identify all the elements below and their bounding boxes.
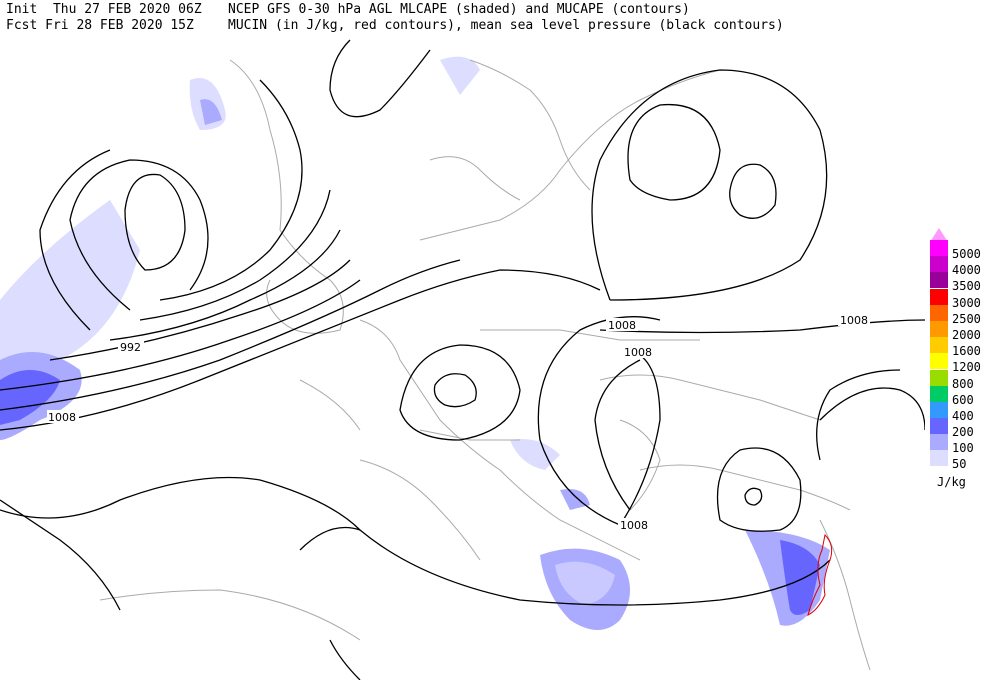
legend-item: 3000 bbox=[930, 288, 1000, 309]
legend-label: 1600 bbox=[952, 344, 981, 359]
legend-label: 4000 bbox=[952, 263, 981, 278]
legend-label: 2000 bbox=[952, 327, 981, 342]
legend-swatch bbox=[930, 401, 948, 418]
legend-swatch bbox=[930, 320, 948, 337]
isobar-label-1008: 1008 bbox=[624, 346, 652, 359]
legend-item: 2500 bbox=[930, 304, 1000, 325]
legend-item: 3500 bbox=[930, 272, 1000, 292]
legend-swatch bbox=[930, 353, 948, 370]
legend-label: 200 bbox=[952, 425, 974, 440]
legend-swatch bbox=[930, 450, 948, 467]
mucin-contours bbox=[807, 533, 833, 616]
legend-label: 400 bbox=[952, 408, 974, 423]
legend-swatch bbox=[930, 369, 948, 386]
isobar-label-1008: 1008 bbox=[48, 411, 76, 424]
legend-overflow-arrow bbox=[930, 228, 948, 242]
legend-item: 1600 bbox=[930, 337, 1000, 357]
legend-label: 1200 bbox=[952, 360, 981, 375]
legend-swatch bbox=[930, 288, 948, 305]
legend-label: 2500 bbox=[952, 311, 981, 326]
isobar-labels: 992 1008 1008 1008 1008 1008 bbox=[47, 313, 870, 532]
isobar-label-1008: 1008 bbox=[608, 319, 636, 332]
legend-item: 50 bbox=[930, 450, 1000, 470]
cape-shading bbox=[0, 56, 830, 630]
legend-label: 800 bbox=[952, 376, 974, 391]
legend-label: 100 bbox=[952, 441, 974, 456]
chart-title-line2: MUCIN (in J/kg, red contours), mean sea … bbox=[228, 18, 784, 33]
coastlines bbox=[99, 59, 871, 671]
legend-swatch bbox=[930, 418, 948, 435]
legend-swatch bbox=[930, 304, 948, 321]
cape-legend: 5000 4000 3500 3000 2500 2000 1600 1200 800 600 40… bbox=[930, 240, 1000, 470]
isobar-label-1008: 1008 bbox=[620, 519, 648, 532]
legend-label: 5000 bbox=[952, 247, 981, 261]
legend-label: 3000 bbox=[952, 295, 981, 310]
init-time: Init Thu 27 FEB 2020 06Z bbox=[6, 2, 202, 17]
legend-item: 2000 bbox=[930, 320, 1000, 341]
legend-swatch bbox=[930, 434, 948, 451]
isobars bbox=[0, 39, 925, 680]
legend-item: 100 bbox=[930, 434, 1000, 454]
legend-item: 600 bbox=[930, 385, 1000, 406]
legend-swatch bbox=[930, 240, 948, 256]
legend-item: 5000 bbox=[930, 240, 1000, 260]
legend-label: 3500 bbox=[952, 279, 981, 294]
legend-swatch bbox=[930, 256, 948, 273]
legend-label: 50 bbox=[952, 457, 967, 472]
isobar-label-1008: 1008 bbox=[840, 314, 868, 327]
forecast-time: Fcst Fri 28 FEB 2020 15Z bbox=[6, 18, 194, 33]
legend-swatch bbox=[930, 337, 948, 354]
legend-swatch bbox=[930, 385, 948, 402]
legend-item: 4000 bbox=[930, 256, 1000, 276]
legend-swatch bbox=[930, 272, 948, 289]
legend-unit: J/kg bbox=[937, 475, 966, 489]
legend-item: 200 bbox=[930, 418, 1000, 438]
isobar-label-992: 992 bbox=[120, 341, 141, 354]
weather-map: 992 1008 1008 1008 1008 1008 bbox=[0, 39, 925, 680]
chart-title-line1: NCEP GFS 0-30 hPa AGL MLCAPE (shaded) an… bbox=[228, 2, 690, 17]
legend-item: 1200 bbox=[930, 353, 1000, 373]
legend-label: 600 bbox=[952, 392, 974, 407]
legend-item: 800 bbox=[930, 369, 1000, 390]
legend-item: 400 bbox=[930, 401, 1000, 422]
